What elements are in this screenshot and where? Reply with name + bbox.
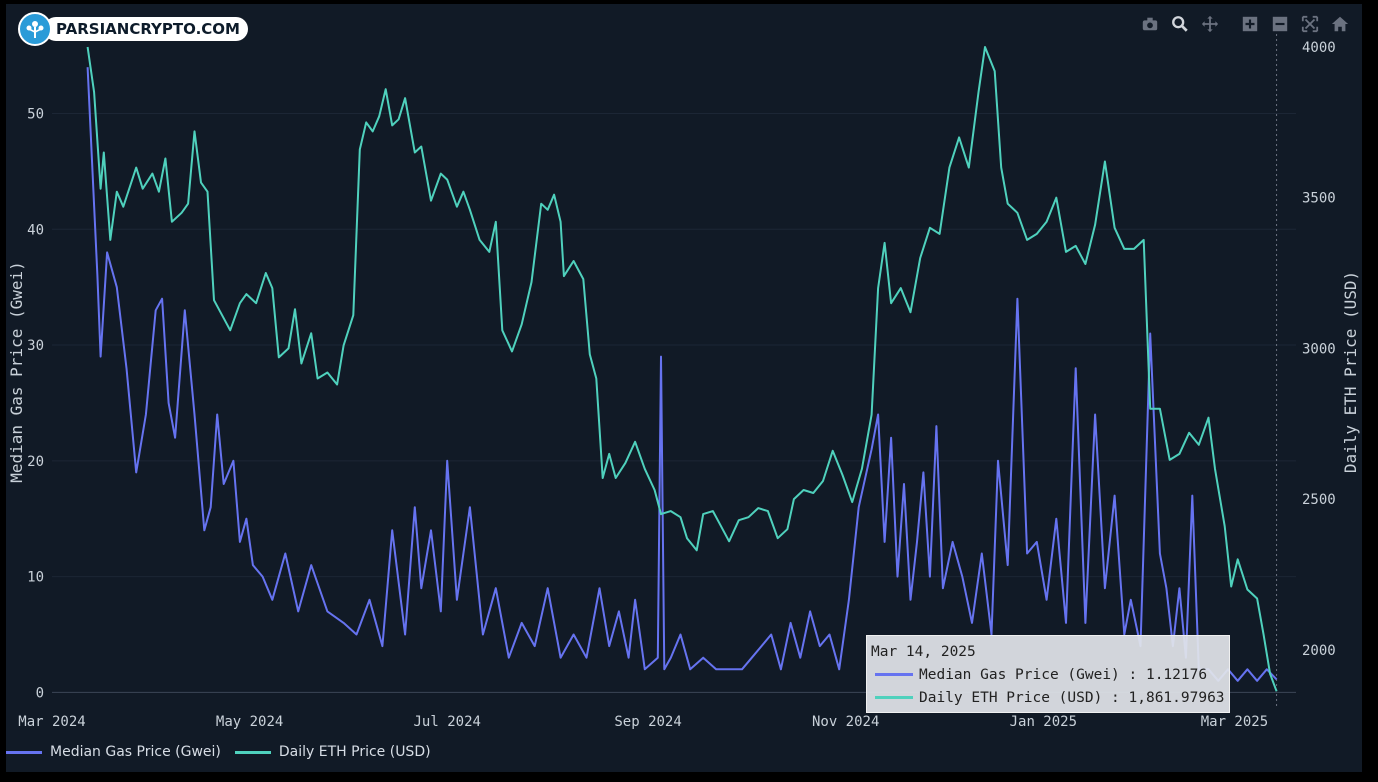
tooltip-date: Mar 14, 2025 bbox=[871, 643, 976, 660]
legend-gas-swatch bbox=[6, 750, 42, 754]
tooltip-eth-value: Daily ETH Price (USD) : 1,861.97963 bbox=[919, 689, 1225, 706]
pan-icon[interactable] bbox=[1200, 14, 1220, 34]
legend-item-gas[interactable]: Median Gas Price (Gwei) bbox=[6, 744, 221, 760]
watermark-logo: PARSIANCRYPTO.COM bbox=[18, 12, 248, 46]
tooltip-row-gas: Median Gas Price (Gwei) : 1.12176 bbox=[871, 663, 1225, 686]
series-line-gas bbox=[86, 67, 1278, 682]
tooltip-gas-swatch bbox=[875, 673, 913, 676]
series-lines bbox=[86, 46, 1278, 692]
zoom-icon[interactable] bbox=[1170, 14, 1190, 34]
zoom-out-icon[interactable] bbox=[1270, 14, 1290, 34]
camera-icon[interactable] bbox=[1140, 14, 1160, 34]
x-tick-label: Nov 2024 bbox=[812, 714, 879, 730]
x-tick-label: Jul 2024 bbox=[414, 714, 481, 730]
y-tick-label: 30 bbox=[27, 338, 44, 354]
chart-toolbar bbox=[1140, 14, 1350, 34]
chart-container: Mar 2024 May 2024 Jul 2024 Sep 2024 Nov 2024… bbox=[6, 4, 1362, 772]
logo-tree-icon bbox=[18, 12, 52, 46]
y-tick-label: 0 bbox=[36, 685, 44, 701]
chart-legend: Median Gas Price (Gwei) Daily ETH Price … bbox=[6, 744, 431, 760]
legend-eth-label: Daily ETH Price (USD) bbox=[278, 744, 431, 760]
y2-tick-label: 3000 bbox=[1302, 341, 1336, 357]
home-icon[interactable] bbox=[1330, 14, 1350, 34]
y2-tick-label: 4000 bbox=[1302, 40, 1336, 56]
y-tick-label: 50 bbox=[27, 106, 44, 122]
y2-tick-label: 2500 bbox=[1302, 492, 1336, 508]
zoom-in-icon[interactable] bbox=[1240, 14, 1260, 34]
y2-axis-ticks: 2000 2500 3000 3500 4000 bbox=[1302, 40, 1336, 659]
legend-eth-swatch bbox=[234, 750, 271, 754]
y2-tick-label: 3500 bbox=[1302, 191, 1336, 207]
y-tick-label: 40 bbox=[27, 222, 44, 238]
y2-axis-title: Daily ETH Price (USD) bbox=[1341, 271, 1360, 473]
y-axis-title: Median Gas Price (Gwei) bbox=[7, 261, 26, 483]
tooltip-eth-swatch bbox=[875, 696, 913, 699]
legend-item-eth[interactable]: Daily ETH Price (USD) bbox=[234, 744, 431, 760]
tooltip-row-eth: Daily ETH Price (USD) : 1,861.97963 bbox=[871, 686, 1225, 709]
x-axis-ticks: Mar 2024 May 2024 Jul 2024 Sep 2024 Nov 2024… bbox=[18, 714, 1268, 730]
y-tick-label: 20 bbox=[27, 454, 44, 470]
x-tick-label: Jan 2025 bbox=[1010, 714, 1077, 730]
legend-gas-label: Median Gas Price (Gwei) bbox=[50, 744, 221, 760]
tooltip-gas-value: Median Gas Price (Gwei) : 1.12176 bbox=[919, 666, 1208, 683]
hover-tooltip: Mar 14, 2025 Median Gas Price (Gwei) : 1… bbox=[866, 635, 1230, 713]
autoscale-icon[interactable] bbox=[1300, 14, 1320, 34]
grid-lines bbox=[52, 112, 1296, 693]
x-tick-label: May 2024 bbox=[216, 714, 283, 730]
x-tick-label: Mar 2025 bbox=[1201, 714, 1268, 730]
y-axis-ticks: 0 10 20 30 40 50 bbox=[27, 106, 44, 701]
series-line-eth bbox=[86, 46, 1278, 692]
y-tick-label: 10 bbox=[27, 570, 44, 586]
y2-tick-label: 2000 bbox=[1302, 643, 1336, 659]
dual-axis-line-chart[interactable]: Mar 2024 May 2024 Jul 2024 Sep 2024 Nov 2024… bbox=[6, 4, 1362, 772]
watermark-text: PARSIANCRYPTO.COM bbox=[44, 17, 248, 41]
x-tick-label: Mar 2024 bbox=[18, 714, 85, 730]
x-tick-label: Sep 2024 bbox=[614, 714, 681, 730]
